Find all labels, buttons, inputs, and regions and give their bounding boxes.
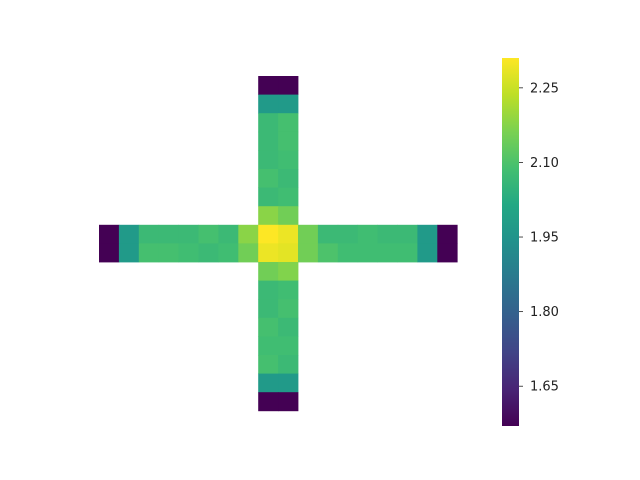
heatmap-cell	[417, 243, 438, 263]
heatmap-cell	[337, 224, 359, 244]
heatmap-cell	[258, 113, 279, 133]
heatmap-cell	[278, 392, 299, 412]
heatmap-cell	[158, 224, 179, 244]
heatmap-cell	[258, 243, 279, 263]
heatmap-cell	[278, 150, 299, 170]
heatmap-cell	[99, 224, 120, 244]
heatmap-cell	[258, 94, 279, 114]
heatmap-cell	[337, 243, 359, 263]
colorbar-tick-label: 1.95	[530, 231, 559, 246]
heatmap-cell	[158, 243, 179, 263]
heatmap-cell	[437, 243, 458, 263]
heatmap-cell	[138, 243, 160, 263]
heatmap-cell	[298, 243, 319, 263]
heatmap-cell	[258, 169, 279, 188]
heatmap-cell	[238, 224, 259, 244]
heatmap-cell	[298, 224, 319, 244]
heatmap-cell	[218, 243, 239, 263]
heatmap-cell	[278, 262, 299, 281]
heatmap-cell	[258, 206, 279, 226]
colorbar	[502, 58, 519, 426]
heatmap-cell	[258, 373, 279, 393]
colorbar-gradient	[502, 58, 519, 426]
heatmap-cell	[317, 224, 339, 244]
heatmap-cell	[238, 243, 259, 263]
heatmap-cell	[258, 76, 279, 95]
colorbar-tick-label: 2.10	[530, 156, 559, 171]
heatmap-cell	[258, 392, 279, 412]
heatmap-cell	[258, 280, 279, 300]
colorbar-ticks: 1.65 1.80 1.95 2.10 2.25	[519, 81, 559, 395]
heatmap-cell	[198, 224, 219, 244]
heatmap-cell	[278, 336, 299, 356]
heatmap-cell	[258, 187, 279, 207]
colorbar-tick-label: 2.25	[530, 81, 559, 96]
heatmap-cell	[357, 224, 378, 244]
heatmap-cell	[178, 224, 199, 244]
heatmap-cell	[258, 224, 279, 244]
heatmap-cell	[278, 317, 299, 337]
heatmap-cell	[278, 224, 299, 244]
heatmap-cell	[278, 113, 299, 133]
heatmap-cell	[278, 280, 299, 300]
heatmap-cell	[258, 299, 279, 319]
heatmap-cell	[99, 243, 120, 263]
heatmap-cell	[278, 243, 299, 263]
heatmap-cell	[198, 243, 219, 263]
heatmap-cell	[437, 224, 458, 244]
heatmap-cell	[258, 355, 279, 374]
heatmap-cell	[258, 262, 279, 281]
heatmap-cell	[278, 373, 299, 393]
colorbar-tick-label: 1.65	[530, 380, 559, 395]
heatmap-cell	[258, 131, 279, 151]
heatmap-cell	[397, 243, 418, 263]
heatmap-cell	[118, 243, 140, 263]
heatmap-cell	[278, 206, 299, 226]
heatmap-cell	[377, 224, 398, 244]
heatmap-cell	[357, 243, 378, 263]
heatmap-cell	[278, 94, 299, 114]
heatmap-cell	[178, 243, 199, 263]
heatmap-cell	[278, 355, 299, 374]
heatmap-cell	[317, 243, 339, 263]
heatmap-cell	[278, 76, 299, 95]
heatmap-cell	[397, 224, 418, 244]
heatmap-cell	[278, 131, 299, 151]
heatmap-cell	[278, 299, 299, 319]
colorbar-tick-label: 1.80	[530, 305, 559, 320]
heatmap-cell	[218, 224, 239, 244]
heatmap-cell	[417, 224, 438, 244]
heatmap-cell	[258, 336, 279, 356]
heatmap-cells	[99, 76, 458, 412]
heatmap-cell	[278, 169, 299, 188]
heatmap-cell	[258, 150, 279, 170]
heatmap-cell	[278, 187, 299, 207]
heatmap-cell	[138, 224, 160, 244]
heatmap-cell	[118, 224, 140, 244]
heatmap-cell	[258, 317, 279, 337]
heatmap-cell	[377, 243, 398, 263]
